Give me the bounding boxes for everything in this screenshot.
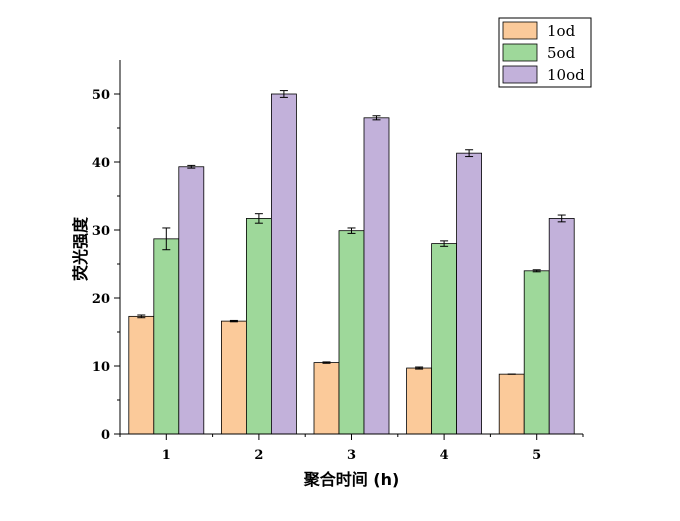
legend-swatch-10od — [502, 65, 538, 84]
bar-10od-2 — [270, 93, 297, 435]
bar-5od-5 — [523, 270, 550, 435]
y-tick-label-50: 50 — [92, 88, 110, 103]
error-bar-5od-2 — [254, 213, 263, 224]
bar-10od-1 — [178, 166, 205, 435]
legend-item-5od: 5od — [502, 43, 576, 62]
axes-layer: 0 10 20 30 40 50 1 2 3 4 5 — [92, 60, 584, 463]
legend-label-10od: 10od — [547, 66, 585, 84]
bar-10od-4 — [456, 152, 483, 435]
error-bar-10od-5 — [557, 214, 566, 223]
x-axis-label: 聚合时间 (h) — [303, 470, 400, 489]
y-tick-label-20: 20 — [92, 292, 110, 307]
legend-label-5od: 5od — [547, 44, 576, 62]
bar-10od-3 — [363, 117, 390, 435]
error-bar-1od-3 — [322, 361, 331, 364]
legend-swatch-1od — [502, 21, 538, 40]
y-tick-label-40: 40 — [92, 156, 110, 171]
y-axis-label: 荧光强度 — [71, 216, 90, 281]
error-bar-10od-2 — [279, 90, 288, 98]
x-tick-label-4: 4 — [440, 448, 449, 463]
error-bar-5od-1 — [162, 227, 171, 251]
legend-item-1od: 1od — [502, 21, 576, 40]
bar-1od-4 — [406, 367, 433, 435]
bar-1od-2 — [220, 320, 247, 435]
error-bar-1od-2 — [229, 319, 238, 323]
bar-5od-2 — [245, 218, 272, 435]
legend-item-10od: 10od — [502, 65, 585, 84]
bar-5od-1 — [153, 238, 180, 435]
x-tick-label-3: 3 — [347, 448, 356, 463]
error-bar-10od-1 — [187, 164, 196, 169]
error-bar-10od-4 — [465, 149, 474, 158]
bar-5od-4 — [431, 243, 458, 435]
error-bars-layer — [137, 90, 566, 375]
bars-layer — [128, 93, 575, 435]
y-tick-label-30: 30 — [92, 224, 110, 239]
bar-5od-3 — [338, 230, 365, 435]
legend-label-1od: 1od — [547, 22, 576, 40]
y-tick-label-0: 0 — [101, 428, 110, 443]
bar-10od-5 — [548, 218, 575, 435]
y-tick-label-10: 10 — [92, 360, 110, 375]
error-bar-10od-3 — [372, 115, 381, 121]
error-bar-1od-1 — [137, 314, 146, 319]
error-bar-1od-4 — [415, 366, 424, 370]
x-tick-label-2: 2 — [254, 448, 263, 463]
bar-1od-3 — [313, 362, 340, 435]
bar-1od-1 — [128, 315, 155, 435]
error-bar-5od-5 — [532, 269, 541, 273]
error-bar-5od-3 — [347, 227, 356, 234]
error-bar-5od-4 — [440, 240, 449, 247]
bar-1od-5 — [498, 373, 525, 435]
x-tick-label-5: 5 — [532, 448, 541, 463]
legend-swatch-5od — [502, 43, 538, 62]
legend: 1od 5od 10od — [498, 17, 592, 88]
x-tick-label-1: 1 — [162, 448, 171, 463]
